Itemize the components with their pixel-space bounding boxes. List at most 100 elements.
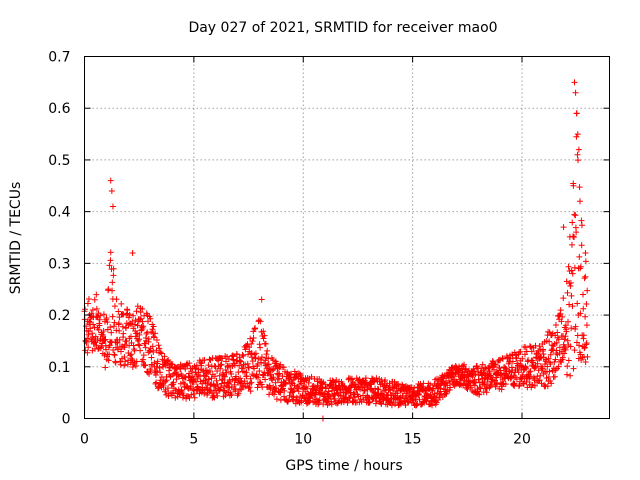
data-point — [264, 361, 271, 368]
data-point — [413, 402, 420, 409]
data-point — [276, 375, 283, 382]
data-point — [451, 373, 458, 380]
data-point — [100, 311, 107, 318]
data-point — [239, 351, 246, 358]
data-point — [573, 133, 580, 140]
data-point — [180, 392, 187, 399]
data-point — [257, 318, 264, 325]
data-point — [260, 335, 267, 342]
data-point — [153, 379, 160, 386]
data-point — [250, 334, 257, 341]
data-point — [222, 392, 229, 399]
data-point — [164, 385, 171, 392]
data-point — [92, 339, 99, 346]
data-point — [157, 369, 164, 376]
data-point — [380, 394, 387, 401]
data-point — [205, 362, 212, 369]
data-point — [102, 364, 109, 371]
data-point — [129, 250, 136, 257]
data-point — [135, 341, 142, 348]
data-point — [273, 384, 280, 391]
data-point — [130, 342, 137, 349]
data-point — [531, 382, 538, 389]
data-point — [206, 368, 213, 375]
data-point — [534, 360, 541, 367]
data-point — [147, 315, 154, 322]
data-point — [576, 342, 583, 349]
y-tick-label: 0.4 — [48, 205, 70, 221]
data-point — [266, 382, 273, 389]
data-point — [556, 312, 563, 319]
data-point — [183, 361, 190, 368]
data-point — [129, 363, 136, 370]
data-point — [574, 151, 581, 158]
data-point — [484, 380, 491, 387]
data-point — [141, 362, 148, 369]
data-point — [581, 344, 588, 351]
data-point — [244, 360, 251, 367]
data-point — [206, 356, 213, 363]
data-point — [108, 329, 115, 336]
data-point — [376, 395, 383, 402]
data-point — [197, 373, 203, 380]
data-point — [236, 357, 243, 364]
data-point — [584, 287, 591, 294]
data-point — [555, 336, 562, 343]
x-tick-label: 20 — [513, 432, 531, 448]
data-point — [520, 380, 527, 387]
data-point — [461, 369, 468, 376]
data-point — [128, 355, 135, 362]
data-point — [109, 287, 116, 294]
data-point — [545, 355, 552, 362]
data-point — [273, 360, 280, 367]
data-point — [527, 344, 534, 351]
data-point — [94, 313, 101, 320]
data-point — [331, 395, 338, 402]
y-tick-label: 0.3 — [48, 256, 70, 272]
data-point — [527, 373, 534, 380]
data-point — [151, 334, 158, 341]
data-point — [517, 348, 524, 355]
data-point — [571, 264, 578, 271]
chart-title: Day 027 of 2021, SRMTID for receiver mao… — [188, 20, 497, 36]
data-point — [575, 146, 582, 153]
data-point — [493, 381, 500, 388]
data-point — [464, 386, 471, 393]
data-point — [110, 265, 117, 272]
data-point — [111, 351, 118, 358]
data-point — [111, 319, 118, 326]
data-point — [186, 394, 193, 401]
data-point — [558, 318, 565, 325]
data-point — [519, 355, 526, 362]
data-point — [402, 395, 409, 402]
data-point — [509, 358, 516, 365]
data-point — [269, 377, 276, 384]
data-point — [109, 313, 116, 320]
data-point — [341, 383, 348, 390]
data-point — [107, 324, 114, 331]
data-point — [564, 337, 571, 344]
data-point — [578, 222, 585, 229]
data-point — [182, 365, 189, 372]
data-point — [547, 360, 554, 367]
data-point — [523, 365, 530, 372]
data-point — [576, 198, 583, 205]
data-point — [333, 377, 340, 384]
data-point — [415, 391, 422, 398]
data-point — [186, 360, 193, 367]
data-point — [269, 367, 276, 374]
data-point — [153, 337, 160, 344]
data-point — [476, 391, 483, 398]
data-point — [159, 363, 166, 370]
data-point — [84, 300, 91, 307]
data-point — [546, 338, 553, 345]
data-point — [492, 362, 499, 369]
data-point — [127, 352, 134, 359]
data-point — [130, 312, 137, 319]
data-point — [207, 382, 214, 389]
data-point — [152, 330, 159, 337]
data-point — [96, 322, 103, 329]
data-point — [481, 379, 488, 386]
data-point — [443, 390, 450, 397]
data-point — [133, 358, 140, 365]
